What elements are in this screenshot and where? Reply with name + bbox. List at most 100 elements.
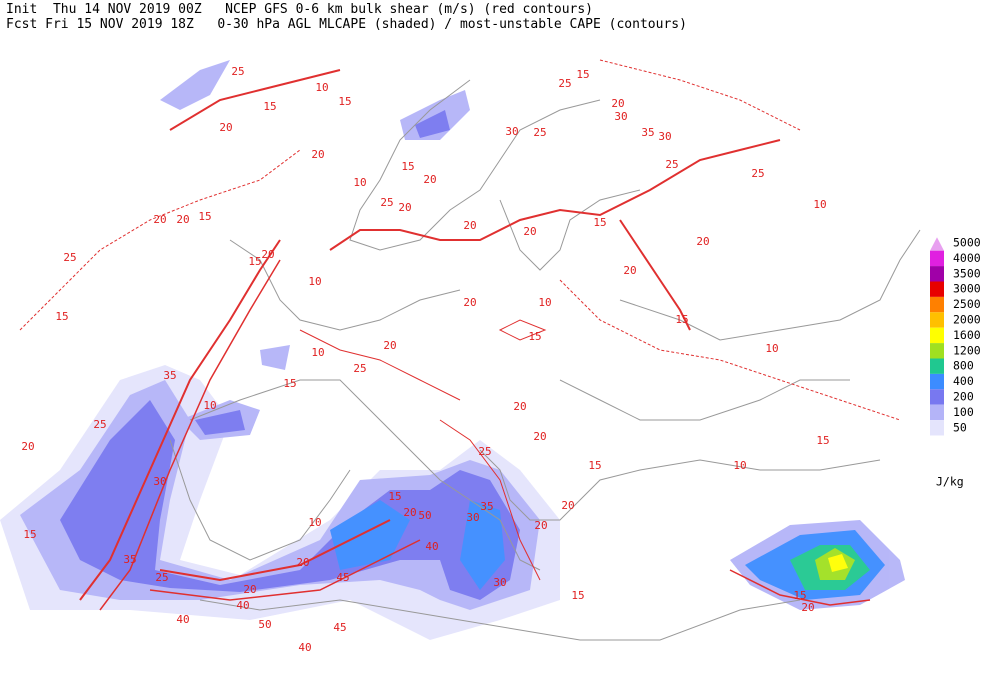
legend-label: 800 xyxy=(953,359,974,373)
contour-label: 40 xyxy=(236,599,249,612)
contour-label: 40 xyxy=(176,613,189,626)
contour-label: 25 xyxy=(478,445,491,458)
legend-swatch xyxy=(930,281,944,297)
legend-unit: J/kg xyxy=(936,475,964,489)
contour-label: 15 xyxy=(793,589,806,602)
contour-label: 35 xyxy=(163,369,176,382)
contour-label: 20 xyxy=(463,296,476,309)
contour-label: 15 xyxy=(816,434,829,447)
legend-swatch xyxy=(930,296,944,313)
contour-label: 20 xyxy=(261,248,274,261)
legend-label: 50 xyxy=(953,420,967,434)
legend-swatch xyxy=(930,373,944,390)
contour-label: 15 xyxy=(401,160,414,173)
legend-label: 3000 xyxy=(953,282,981,296)
contour-label: 15 xyxy=(55,310,68,323)
shear-contours xyxy=(19,59,901,611)
legend-swatch xyxy=(930,266,944,282)
contour-label: 15 xyxy=(576,68,589,81)
contour-label: 15 xyxy=(593,216,606,229)
contour-label: 10 xyxy=(538,296,551,309)
cape-shading xyxy=(0,60,905,640)
contour-label: 50 xyxy=(418,509,431,522)
legend-swatch xyxy=(930,327,944,344)
contour-label: 20 xyxy=(398,201,411,214)
contour-label: 15 xyxy=(388,490,401,503)
contour-label: 20 xyxy=(176,213,189,226)
contour-label: 20 xyxy=(534,519,547,532)
contour-label: 25 xyxy=(751,167,764,180)
contour-label: 35 xyxy=(123,553,136,566)
legend-label: 100 xyxy=(953,405,974,419)
contour-label: 20 xyxy=(311,148,324,161)
contour-label: 10 xyxy=(311,346,324,359)
legend-label: 1200 xyxy=(953,343,981,357)
contour-label: 20 xyxy=(463,219,476,232)
contour-label: 20 xyxy=(243,583,256,596)
contour-label: 10 xyxy=(315,81,328,94)
contour-label: 30 xyxy=(466,511,479,524)
contour-label: 25 xyxy=(380,196,393,209)
contour-label: 10 xyxy=(765,342,778,355)
contour-label: 10 xyxy=(733,459,746,472)
contour-label: 25 xyxy=(231,65,244,78)
contour-label: 15 xyxy=(528,330,541,343)
contour-label: 20 xyxy=(403,506,416,519)
contour-label: 25 xyxy=(93,418,106,431)
contour-label: 10 xyxy=(353,176,366,189)
contour-label: 20 xyxy=(523,225,536,238)
legend-label: 400 xyxy=(953,374,974,388)
contour-label: 20 xyxy=(801,601,814,614)
contour-label: 45 xyxy=(333,621,346,634)
legend-label: 3500 xyxy=(953,266,981,280)
contour-label: 10 xyxy=(203,399,216,412)
contour-label: 30 xyxy=(658,130,671,143)
contour-label: 25 xyxy=(665,158,678,171)
contour-label: 15 xyxy=(263,100,276,113)
contour-label: 40 xyxy=(298,641,311,654)
legend-label: 2000 xyxy=(953,313,981,327)
contour-label: 20 xyxy=(296,556,309,569)
contour-label: 15 xyxy=(571,589,584,602)
contour-label: 40 xyxy=(425,540,438,553)
legend-label: 2500 xyxy=(953,297,981,311)
contour-label: 15 xyxy=(23,528,36,541)
contour-label: 15 xyxy=(338,95,351,108)
legend-label: 4000 xyxy=(953,251,981,265)
legend-label: 1600 xyxy=(953,328,981,342)
contour-label: 20 xyxy=(696,235,709,248)
contour-label: 25 xyxy=(558,77,571,90)
contour-label: 35 xyxy=(641,126,654,139)
legend-label: 5000 xyxy=(953,236,981,250)
legend-swatch xyxy=(930,250,944,267)
contour-label: 30 xyxy=(493,576,506,589)
contour-label: 15 xyxy=(588,459,601,472)
contour-label: 30 xyxy=(505,125,518,138)
contour-label: 25 xyxy=(63,251,76,264)
legend-label: 200 xyxy=(953,390,974,404)
contour-label: 25 xyxy=(155,571,168,584)
contour-label: 20 xyxy=(561,499,574,512)
contour-label: 20 xyxy=(513,400,526,413)
contour-label: 25 xyxy=(353,362,366,375)
legend-swatch xyxy=(930,420,944,436)
contour-label: 10 xyxy=(308,275,321,288)
contour-label: 20 xyxy=(533,430,546,443)
contour-label: 20 xyxy=(153,213,166,226)
contour-label: 20 xyxy=(21,440,34,453)
legend-swatch xyxy=(930,358,944,374)
contour-label: 35 xyxy=(480,500,493,513)
contour-label: 15 xyxy=(198,210,211,223)
legend-swatch xyxy=(930,389,944,405)
contour-label: 20 xyxy=(611,97,624,110)
contour-label: 30 xyxy=(153,475,166,488)
legend-swatch xyxy=(930,237,944,251)
contour-label: 10 xyxy=(813,198,826,211)
contour-label: 20 xyxy=(383,339,396,352)
contour-label: 50 xyxy=(258,618,271,631)
contour-label: 10 xyxy=(308,516,321,529)
